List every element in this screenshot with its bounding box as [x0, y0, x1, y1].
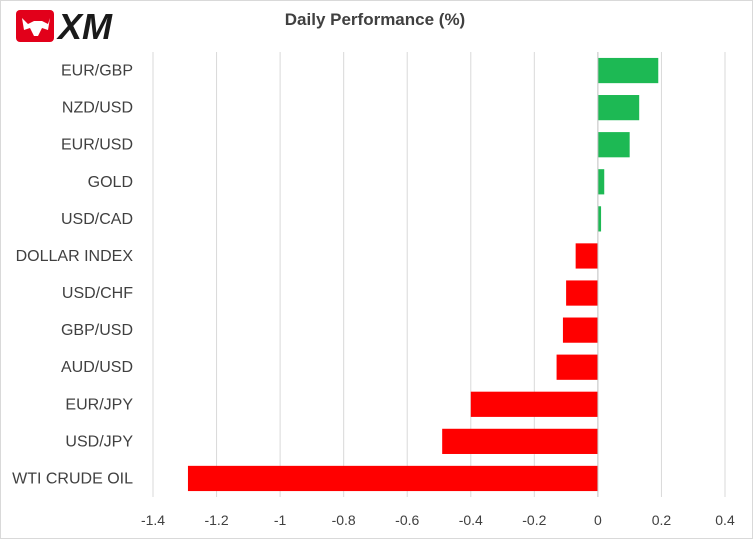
x-tick-label: 0.2 — [652, 512, 672, 528]
bar — [597, 169, 605, 195]
category-label: EUR/JPY — [65, 396, 133, 413]
x-tick-label: -0.2 — [522, 512, 546, 528]
bar — [597, 206, 602, 232]
category-label: WTI CRUDE OIL — [12, 470, 133, 487]
category-label: NZD/USD — [62, 100, 133, 117]
bar — [442, 428, 598, 454]
bar — [566, 280, 598, 306]
x-tick-label: 0.4 — [715, 512, 735, 528]
category-labels: EUR/GBP NZD/USD EUR/USD GOLD USD/CAD DOLLAR I… — [12, 63, 133, 488]
bar — [597, 57, 659, 84]
bars — [187, 57, 659, 492]
x-tick-label: -0.8 — [332, 512, 356, 528]
tick-labels: -1.4 -1.2 -1 -0.8 -0.6 -0.4 -0.2 0 0.2 0.4 — [141, 512, 735, 528]
category-label: USD/CAD — [61, 211, 133, 228]
bar — [597, 132, 630, 158]
category-label: GOLD — [88, 174, 133, 191]
logo-text: XM — [56, 6, 113, 46]
bar — [562, 317, 598, 343]
bull-icon — [22, 18, 50, 36]
gridlines — [152, 52, 726, 497]
bar — [187, 465, 598, 492]
category-label: USD/JPY — [65, 433, 133, 450]
chart-title: Daily Performance (%) — [284, 10, 466, 29]
bar — [556, 354, 598, 380]
category-label: DOLLAR INDEX — [16, 248, 134, 265]
bar — [597, 95, 640, 121]
x-tick-label: -1.2 — [204, 512, 228, 528]
bar — [575, 243, 598, 269]
category-label: USD/CHF — [62, 285, 133, 302]
category-label: EUR/USD — [61, 137, 133, 154]
bar — [470, 391, 598, 417]
x-tick-label: -1 — [274, 512, 287, 528]
category-label: EUR/GBP — [61, 63, 133, 80]
xm-logo: XM — [16, 6, 113, 46]
x-tick-label: -0.4 — [459, 512, 483, 528]
category-label: GBP/USD — [61, 322, 133, 339]
x-tick-label: -0.6 — [395, 512, 419, 528]
category-label: AUD/USD — [61, 359, 133, 376]
x-tick-label: -1.4 — [141, 512, 165, 528]
x-tick-label: 0 — [594, 512, 602, 528]
